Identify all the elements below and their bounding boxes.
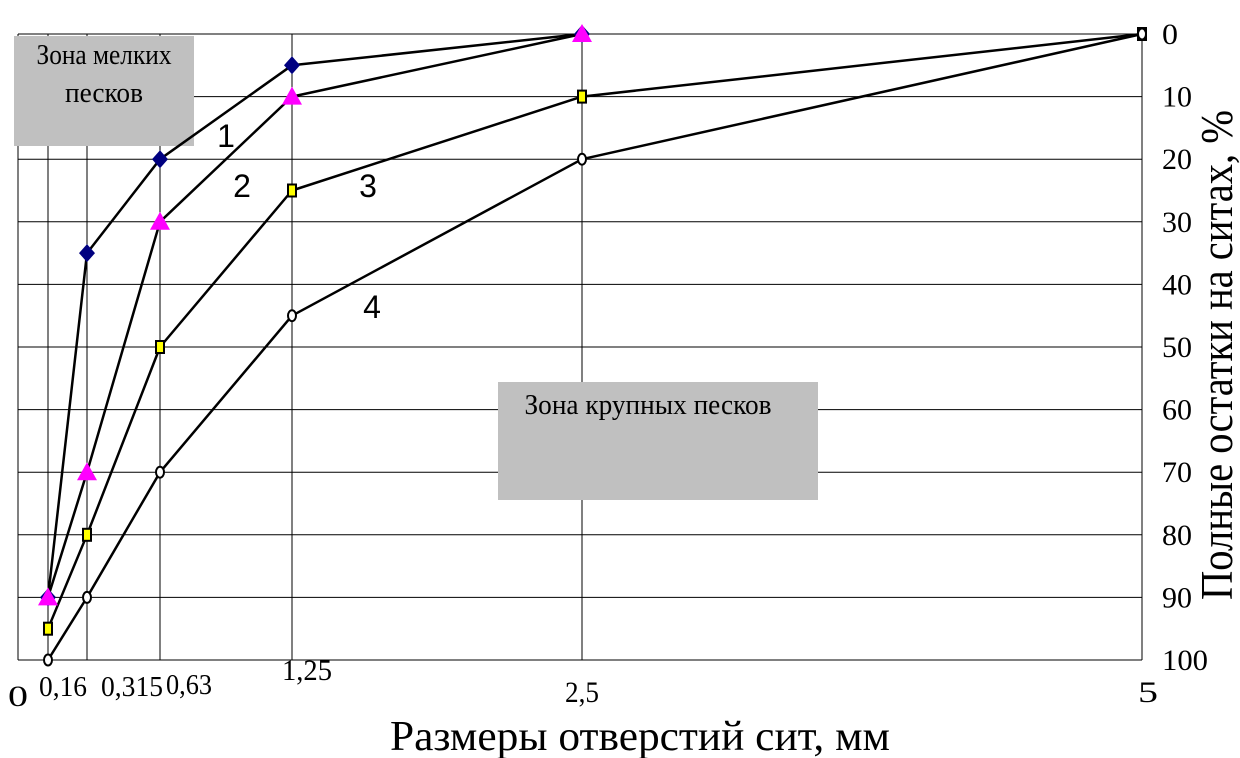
data-point-series-1 bbox=[284, 56, 300, 75]
y-tick-labels: 0 10 20 30 40 50 60 70 80 90 100 bbox=[1162, 18, 1208, 677]
zone-label: Зона крупных песков bbox=[525, 390, 772, 421]
x-tick-label: 0,63 bbox=[166, 670, 212, 701]
data-point-series-3 bbox=[43, 621, 53, 636]
y-tick-label: 100 bbox=[1162, 644, 1208, 677]
y-tick-label: 50 bbox=[1162, 331, 1192, 364]
y-tick-label: 30 bbox=[1162, 206, 1192, 239]
zone-label: Зона мелких bbox=[37, 40, 172, 71]
series-label-2: 2 bbox=[233, 168, 251, 204]
data-point-series-4 bbox=[82, 590, 92, 604]
series-line-4 bbox=[46, 32, 1143, 661]
data-point-series-3 bbox=[82, 527, 92, 542]
series-label-1: 1 bbox=[217, 118, 235, 154]
x-axis-title: Размеры отверстий сит, мм bbox=[390, 714, 890, 758]
x-tick-label: 0 bbox=[8, 680, 28, 713]
data-point-series-1 bbox=[79, 244, 95, 263]
data-point-series-3 bbox=[155, 340, 165, 354]
x-tick-label: 0,315 bbox=[101, 672, 163, 703]
data-point-series-4 bbox=[577, 152, 587, 166]
series-line-3 bbox=[46, 32, 1143, 630]
data-point-series-4 bbox=[43, 653, 53, 667]
y-tick-label: 60 bbox=[1162, 394, 1192, 427]
markers bbox=[38, 24, 1147, 667]
zones: Зона мелких песков Зона крупных песков bbox=[14, 36, 818, 500]
zone-label: песков bbox=[65, 78, 143, 109]
x-tick-label: 2,5 bbox=[565, 676, 599, 709]
data-point-series-4 bbox=[155, 465, 165, 479]
data-point-series-2 bbox=[572, 24, 592, 42]
y-tick-label: 90 bbox=[1162, 581, 1192, 614]
series-label-3: 3 bbox=[359, 168, 377, 204]
data-point-series-3 bbox=[577, 89, 587, 104]
data-point-series-1 bbox=[152, 150, 168, 169]
series-label-4: 4 bbox=[363, 289, 381, 325]
y-tick-label: 20 bbox=[1162, 143, 1192, 176]
data-point-series-2 bbox=[77, 462, 97, 481]
x-tick-label: 0,16 bbox=[39, 672, 87, 703]
data-point-series-2 bbox=[282, 86, 302, 105]
zone-box bbox=[14, 36, 194, 146]
y-tick-label: 40 bbox=[1162, 268, 1192, 301]
data-point-series-3 bbox=[287, 183, 297, 198]
series-labels: 1 2 3 4 bbox=[217, 118, 381, 325]
x-tick-labels: 0 0,16 0,315 0,63 1,25 2,5 5 bbox=[8, 654, 1158, 713]
data-point-series-4 bbox=[287, 309, 297, 323]
y-axis-title: Полные остатки на ситах, % bbox=[1191, 110, 1240, 600]
y-tick-label: 70 bbox=[1162, 456, 1192, 489]
x-tick-label: 1,25 bbox=[282, 654, 332, 687]
y-tick-label: 0 bbox=[1162, 18, 1178, 51]
data-point-series-2 bbox=[150, 211, 170, 230]
x-tick-label: 5 bbox=[1138, 676, 1158, 709]
y-tick-label: 80 bbox=[1162, 519, 1192, 552]
y-tick-label: 10 bbox=[1162, 81, 1192, 114]
data-point-series-2 bbox=[38, 587, 58, 606]
data-point-series-4 bbox=[1137, 27, 1147, 41]
zone-box bbox=[498, 382, 818, 500]
